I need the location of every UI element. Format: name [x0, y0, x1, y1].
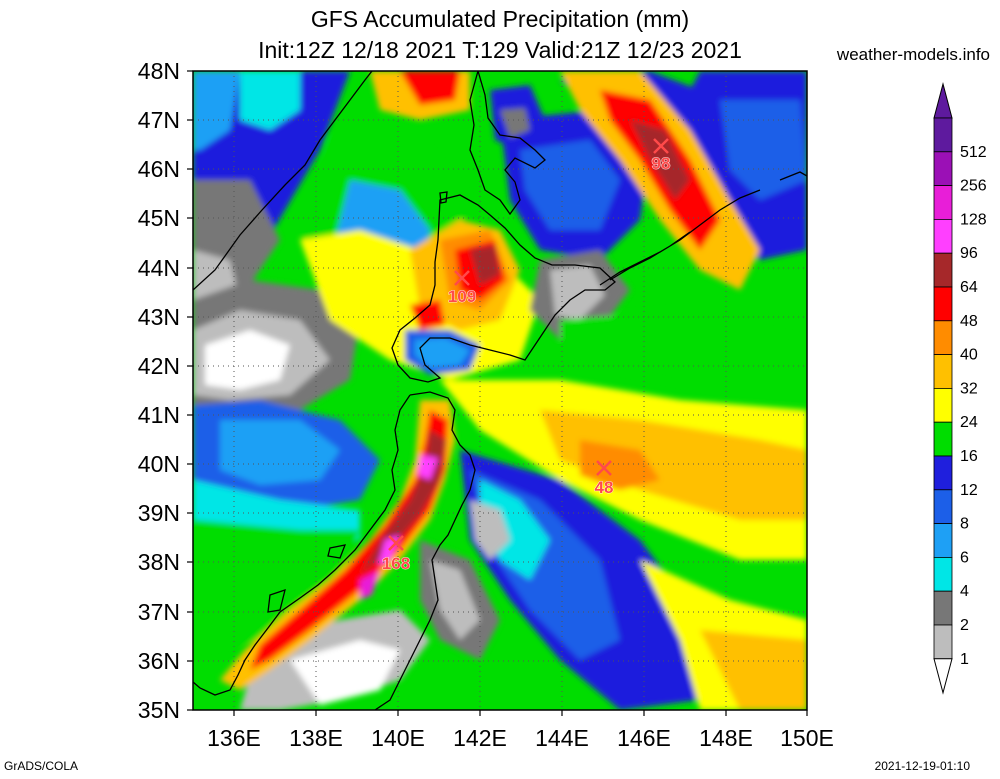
colorbar-bottom-arrow [933, 658, 953, 695]
lat-label: 47N [138, 107, 180, 133]
coastlines [193, 71, 807, 710]
lat-label: 41N [138, 402, 180, 428]
colorbar-label: 64 [960, 279, 978, 296]
coast-sakhalin [469, 71, 546, 216]
axis-ticks [187, 70, 808, 716]
max-marker: 168 [381, 535, 411, 573]
max-marker-label: 109 [448, 287, 476, 306]
lat-label: 46N [138, 156, 180, 182]
lat-label: 45N [138, 205, 180, 231]
colorbar-label: 8 [960, 516, 969, 533]
colorbar-label: 16 [960, 448, 978, 465]
footer-timestamp: 2021-12-19-01:10 [874, 759, 970, 773]
colorbar-label: 96 [960, 245, 978, 262]
max-marker: 109 [447, 270, 477, 306]
colorbar-swatch [933, 523, 953, 558]
colorbar-swatch [933, 489, 953, 524]
colorbar-swatch [933, 185, 953, 220]
map-subtitle: Init:12Z 12/18 2021 T:129 Valid:21Z 12/2… [258, 37, 742, 63]
lat-label: 43N [138, 304, 180, 330]
precipitation-field [193, 71, 807, 710]
lat-label: 40N [138, 451, 180, 477]
coast-hokkaido [391, 194, 616, 383]
lat-label: 38N [138, 549, 180, 575]
coast-sado [327, 544, 347, 559]
colorbar-label: 40 [960, 347, 978, 364]
colorbar-label: 6 [960, 549, 969, 566]
colorbar-swatch [933, 218, 953, 254]
max-marker-label: 98 [652, 154, 671, 173]
colorbar-swatch [933, 387, 953, 423]
coast-honshu [193, 391, 476, 710]
lat-label: 36N [138, 648, 180, 674]
colorbar-swatch [933, 151, 953, 187]
latitude-labels: 48N 47N 46N 45N 44N 43N 42N 41N 40N 39N … [138, 58, 180, 723]
lon-label: 136E [207, 725, 261, 751]
map-title: GFS Accumulated Precipitation (mm) [310, 6, 690, 32]
lat-label: 39N [138, 500, 180, 526]
longitude-labels: 136E 138E 140E 142E 144E 146E 148E 150E [207, 725, 834, 751]
lon-label: 144E [535, 725, 589, 751]
colorbar-label: 12 [960, 482, 978, 499]
coast-small-island [779, 171, 807, 181]
colorbar-label: 32 [960, 380, 978, 397]
lon-label: 150E [780, 725, 834, 751]
lat-label: 48N [138, 58, 180, 84]
coast-asia-mainland [193, 71, 373, 291]
colorbar-swatch [933, 117, 953, 153]
plot-frame [192, 70, 808, 711]
lat-label: 37N [138, 599, 180, 625]
colorbar-swatch [933, 286, 953, 322]
lon-label: 140E [371, 725, 425, 751]
lat-label: 42N [138, 353, 180, 379]
colorbar-swatch [933, 590, 953, 626]
colorbar-label: 1 [960, 651, 969, 668]
colorbar-swatch [933, 421, 953, 457]
colorbar-label: 2 [960, 617, 969, 634]
lon-label: 142E [453, 725, 507, 751]
coast-kurils [599, 189, 761, 286]
max-markers: 98 109 48 168 [381, 138, 671, 573]
colorbar-label: 24 [960, 414, 978, 431]
max-marker: 98 [651, 138, 671, 173]
lon-label: 138E [289, 725, 343, 751]
coast-rebun [439, 191, 448, 204]
max-marker-label: 168 [382, 554, 410, 573]
colorbar-swatch [933, 624, 953, 660]
colorbar-swatch [933, 320, 953, 355]
colorbar-top-arrow [933, 82, 953, 119]
lat-label: 44N [138, 255, 180, 281]
colorbar-swatch [933, 455, 953, 491]
coast-noto [267, 589, 286, 613]
colorbar-swatch [933, 354, 953, 389]
max-marker-label: 48 [595, 478, 614, 497]
lat-label: 35N [138, 697, 180, 723]
colorbar-label: 48 [960, 313, 978, 330]
colorbar-label: 4 [960, 583, 969, 600]
lon-label: 146E [617, 725, 671, 751]
max-marker: 48 [594, 460, 614, 497]
colorbar-label: 128 [960, 211, 987, 228]
colorbar-label: 512 [960, 144, 987, 161]
footer-software: GrADS/COLA [4, 759, 79, 773]
colorbar-label: 256 [960, 178, 987, 195]
colorbar-swatch [933, 252, 953, 288]
colorbar-swatch [933, 557, 953, 592]
lon-label: 148E [699, 725, 753, 751]
source-credit: weather-models.info [836, 45, 990, 64]
